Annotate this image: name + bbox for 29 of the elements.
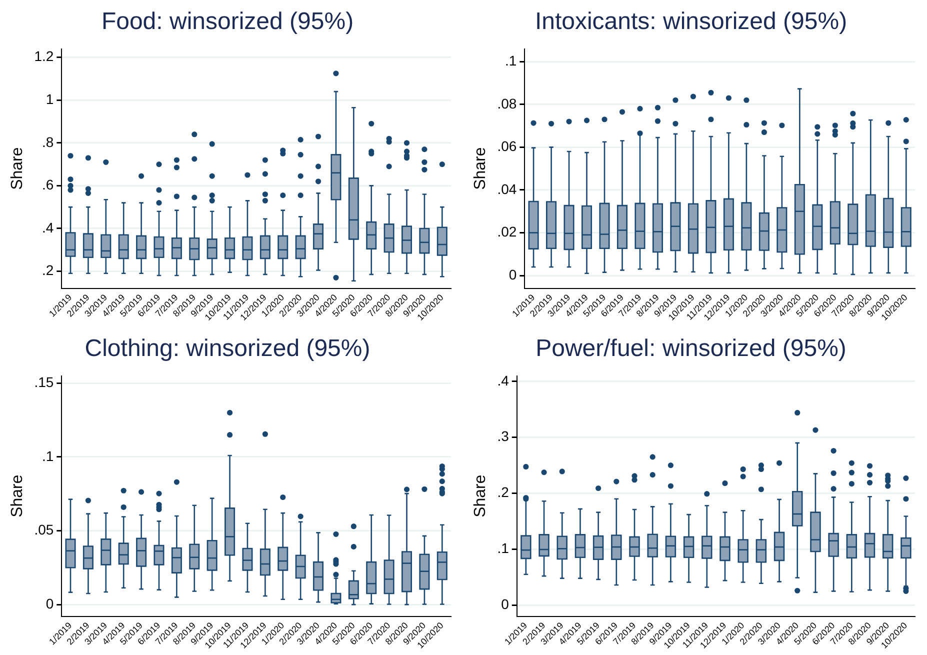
y-axis-title: Share [472,474,490,518]
chart-title: Food: winsorized (95%) [101,8,354,36]
y-tick-label: .8 [42,134,54,150]
y-axis-title: Share [472,147,490,190]
y-tick-label: .02 [497,224,517,240]
y-tick-label: .1 [504,52,517,68]
chart-title: Clothing: winsorized (95%) [84,335,370,362]
y-tick-label: 1 [46,90,54,107]
y-tick-label: .05 [34,522,54,538]
y-tick-label: .06 [497,138,517,154]
y-tick-label: .2 [497,484,510,500]
y-tick-label: .6 [42,176,54,193]
chart-title: Power/fuel: winsorized (95%) [536,335,846,362]
y-tick-label: .4 [497,372,510,388]
y-tick-label: 1.2 [34,48,54,64]
y-tick-label: .4 [42,219,54,236]
y-tick-label: 0 [508,266,517,282]
y-tick-label: 0 [501,596,510,612]
y-tick-label: 0 [46,595,54,612]
y-tick-label: .1 [42,448,54,464]
y-tick-label: .04 [497,180,517,197]
y-axis-title: Share [9,474,26,518]
y-tick-label: .2 [42,262,54,278]
y-tick-label: .3 [497,428,510,444]
chart-title: Intoxicants: winsorized (95%) [534,8,848,36]
y-axis-title: Share [9,147,26,190]
y-tick-label: .08 [497,95,517,112]
y-tick-label: .1 [497,540,510,556]
y-tick-label: .15 [34,374,54,390]
